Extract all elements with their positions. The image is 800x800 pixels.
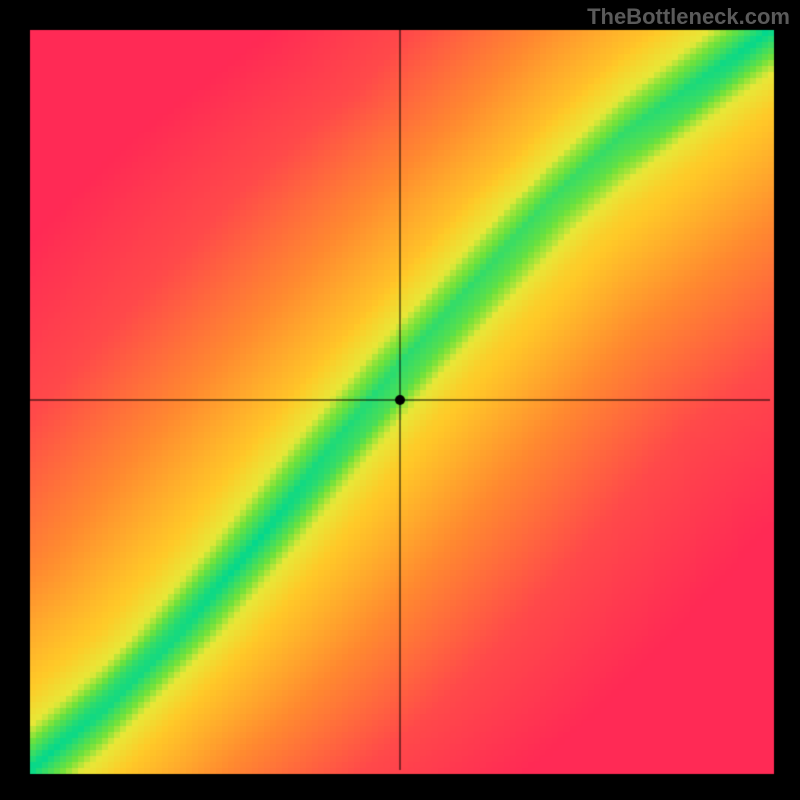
chart-container: TheBottleneck.com (0, 0, 800, 800)
heatmap-canvas (0, 0, 800, 800)
attribution-label: TheBottleneck.com (587, 4, 790, 30)
